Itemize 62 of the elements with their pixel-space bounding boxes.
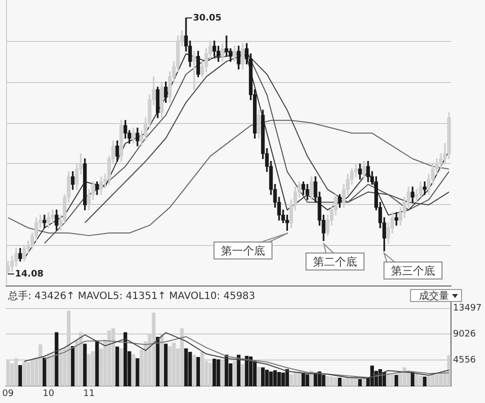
bar	[196, 357, 200, 386]
bar	[418, 375, 422, 386]
bar	[124, 332, 128, 386]
bar	[83, 344, 87, 386]
bar	[293, 372, 298, 386]
bar	[18, 365, 22, 386]
bar	[394, 374, 398, 386]
bar	[277, 372, 281, 386]
bar	[46, 355, 50, 386]
bar	[422, 376, 427, 386]
bar	[184, 348, 188, 386]
x-tick-label: 10	[42, 388, 54, 399]
bar	[212, 358, 216, 386]
x-tick-label: 09	[2, 388, 14, 399]
annotation: 14.08	[15, 269, 44, 280]
bar	[334, 377, 338, 386]
annotation: 30.05	[193, 13, 222, 24]
bar	[115, 346, 120, 386]
bar	[95, 340, 99, 386]
bar	[410, 372, 414, 386]
dropdown-field: 成交量	[410, 289, 462, 302]
bar	[306, 374, 310, 386]
bar	[261, 367, 265, 386]
bar	[273, 370, 277, 386]
bar	[216, 359, 220, 386]
bar	[240, 364, 244, 386]
bar	[342, 378, 346, 386]
bar	[362, 378, 366, 386]
bar	[390, 374, 394, 386]
text: 总手: 43426↑ MAVOL5: 41351↑ MAVOL10: 45983	[7, 290, 256, 302]
bar	[338, 378, 342, 386]
bar	[164, 344, 168, 386]
annotation: 第二个底	[313, 255, 357, 268]
bar	[269, 371, 273, 386]
bar	[54, 332, 58, 386]
y-tick-label: 13497	[453, 304, 482, 314]
annotation: 第三个底	[391, 264, 435, 278]
y-tick-label: 4556	[453, 355, 476, 366]
bar	[289, 374, 294, 386]
bar	[91, 351, 95, 386]
bar	[322, 374, 326, 386]
bar	[426, 376, 431, 386]
bar	[42, 358, 46, 386]
bar	[281, 372, 285, 386]
y-tick-label: 9026	[453, 329, 476, 340]
bar	[156, 336, 160, 386]
bar	[236, 354, 240, 386]
bar	[188, 352, 192, 386]
bar	[70, 346, 75, 386]
bar	[136, 358, 140, 386]
bar	[358, 378, 362, 386]
x-tick-label: 11	[83, 388, 95, 399]
bar	[224, 354, 228, 386]
bar	[326, 376, 330, 386]
bar	[208, 362, 212, 386]
bar	[265, 370, 269, 386]
bar	[414, 374, 418, 386]
bar	[26, 362, 30, 386]
bar	[257, 366, 261, 386]
bar	[50, 354, 54, 386]
annotation: 第一个底	[221, 244, 265, 258]
bar	[285, 369, 289, 386]
